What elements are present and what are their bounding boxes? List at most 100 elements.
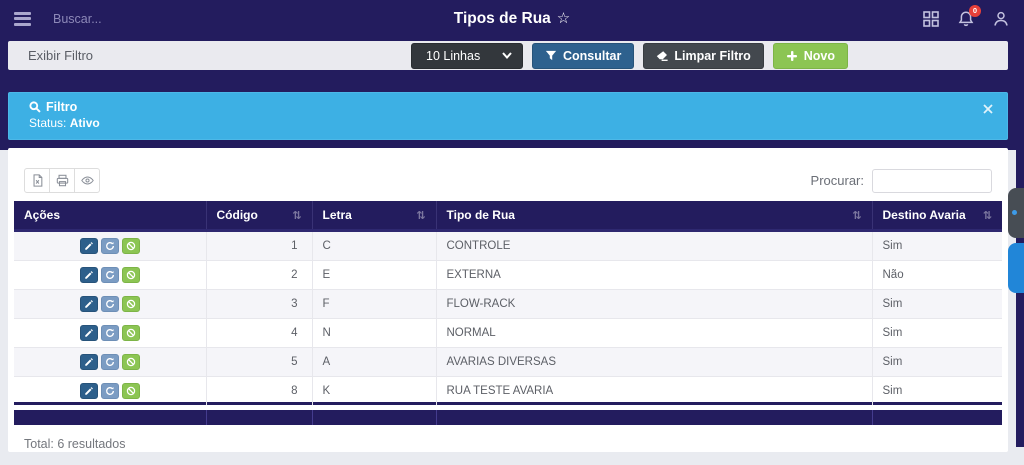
- cell-destino: Sim: [871, 376, 1002, 407]
- cell-tipo: NORMAL: [435, 318, 872, 348]
- sync-button[interactable]: [100, 354, 119, 370]
- rows-per-page-select[interactable]: 10 Linhas: [411, 42, 523, 69]
- street-types-table: Ações Código ⇅ Letra ⇅ Tipo de Rua ⇅ Destin…: [14, 201, 1002, 425]
- disable-button[interactable]: [121, 354, 140, 370]
- pencil-icon: [85, 271, 93, 279]
- pencil-icon: [85, 358, 93, 366]
- edit-button[interactable]: [79, 296, 98, 312]
- user-icon[interactable]: [992, 10, 1010, 28]
- pencil-icon: [85, 329, 93, 337]
- cell-destino: Sim: [871, 347, 1002, 377]
- table-body: 1 C CONTROLE Sim 2 E EXTERNA Não 3 F FLOW-RACK Sim 4…: [14, 230, 1002, 407]
- sync-button[interactable]: [100, 238, 119, 254]
- table-export-group: [24, 168, 100, 193]
- pencil-icon: [85, 300, 93, 308]
- sync-button[interactable]: [100, 383, 119, 399]
- close-icon[interactable]: [983, 101, 993, 114]
- col-header-tipo[interactable]: Tipo de Rua ⇅: [435, 201, 872, 232]
- col-header-codigo[interactable]: Código ⇅: [205, 201, 312, 232]
- sync-button[interactable]: [100, 267, 119, 283]
- cell-letra: K: [311, 376, 436, 407]
- menu-icon[interactable]: [14, 11, 31, 26]
- excel-export-icon: [33, 174, 42, 187]
- favorite-star-icon[interactable]: ☆: [556, 10, 571, 27]
- cell-codigo: 3: [205, 289, 312, 319]
- bell-icon[interactable]: 0: [957, 4, 981, 28]
- table-row: 8 K RUA TESTE AVARIA Sim: [14, 376, 1002, 407]
- column-visibility-button[interactable]: [74, 168, 100, 193]
- col-header-destino[interactable]: Destino Avaria ⇅: [871, 201, 1002, 232]
- disable-button[interactable]: [121, 267, 140, 283]
- disable-button[interactable]: [121, 238, 140, 254]
- consultar-button[interactable]: Consultar: [532, 42, 635, 69]
- filter-toolbar: Exibir Filtro 10 Linhas Consultar Limpar…: [8, 41, 1008, 70]
- pencil-icon: [85, 242, 93, 250]
- top-navbar: Tipos de Rua☆ 0: [0, 0, 1024, 37]
- table-row: 2 E EXTERNA Não: [14, 260, 1002, 290]
- novo-button[interactable]: Novo: [772, 42, 848, 69]
- eye-icon: [80, 176, 94, 185]
- col-header-acoes: Ações: [14, 201, 206, 232]
- pencil-icon: [85, 387, 93, 395]
- cell-codigo: 2: [205, 260, 312, 290]
- sort-icon[interactable]: ⇅: [852, 208, 862, 222]
- ban-icon: [126, 328, 135, 338]
- edit-button[interactable]: [79, 238, 98, 254]
- table-row: 4 N NORMAL Sim: [14, 318, 1002, 348]
- sync-button[interactable]: [100, 296, 119, 312]
- cell-codigo: 5: [205, 347, 312, 377]
- edit-button[interactable]: [79, 383, 98, 399]
- excel-export-button[interactable]: [24, 168, 50, 193]
- sort-icon[interactable]: ⇅: [982, 208, 992, 222]
- edit-button[interactable]: [79, 325, 98, 341]
- edit-button[interactable]: [79, 354, 98, 370]
- disable-button[interactable]: [121, 325, 140, 341]
- chevron-down-icon: [502, 52, 512, 59]
- side-panel-tab-dark[interactable]: [1008, 188, 1024, 238]
- procurar-label: Procurar:: [810, 173, 864, 188]
- print-button[interactable]: [49, 168, 75, 193]
- plus-icon: [786, 50, 797, 61]
- table-row: 3 F FLOW-RACK Sim: [14, 289, 1002, 319]
- cell-tipo: CONTROLE: [435, 230, 872, 261]
- cell-letra: F: [311, 289, 436, 319]
- sort-icon[interactable]: ⇅: [292, 208, 302, 222]
- eraser-icon: [657, 50, 668, 61]
- cell-tipo: AVARIAS DIVERSAS: [435, 347, 872, 377]
- ban-icon: [126, 299, 135, 309]
- sort-icon[interactable]: ⇅: [416, 208, 426, 222]
- side-panel-tab-blue[interactable]: [1008, 243, 1024, 293]
- table-search-input[interactable]: [872, 168, 992, 193]
- cell-destino: Não: [871, 260, 1002, 290]
- sync-icon: [105, 242, 114, 250]
- active-filter-banner: Filtro Status: Ativo: [8, 92, 1008, 140]
- apps-grid-icon[interactable]: [922, 10, 940, 28]
- cell-letra: A: [311, 347, 436, 377]
- table-row: 1 C CONTROLE Sim: [14, 230, 1002, 261]
- table-footer-bar: [14, 409, 1002, 425]
- sync-button[interactable]: [100, 325, 119, 341]
- cell-tipo: RUA TESTE AVARIA: [435, 376, 872, 407]
- edit-button[interactable]: [79, 267, 98, 283]
- sync-icon: [105, 300, 114, 308]
- notification-badge: 0: [969, 4, 981, 17]
- disable-button[interactable]: [121, 383, 140, 399]
- global-search-input[interactable]: [53, 11, 203, 26]
- cell-destino: Sim: [871, 318, 1002, 348]
- disable-button[interactable]: [121, 296, 140, 312]
- cell-tipo: EXTERNA: [435, 260, 872, 290]
- cell-tipo: FLOW-RACK: [435, 289, 872, 319]
- sync-icon: [105, 329, 114, 337]
- limpar-filtro-button[interactable]: Limpar Filtro: [643, 42, 764, 69]
- sync-icon: [105, 271, 114, 279]
- cell-letra: N: [311, 318, 436, 348]
- banner-status: Status: Ativo: [29, 116, 100, 130]
- exibir-filtro-toggle[interactable]: Exibir Filtro: [28, 48, 94, 63]
- printer-icon: [56, 174, 68, 187]
- sync-icon: [105, 387, 114, 395]
- results-card: Procurar: Ações Código ⇅ Letra ⇅ Tipo de R…: [8, 148, 1008, 452]
- cell-letra: E: [311, 260, 436, 290]
- col-header-letra[interactable]: Letra ⇅: [311, 201, 436, 232]
- ban-icon: [126, 357, 135, 367]
- table-row: 5 A AVARIAS DIVERSAS Sim: [14, 347, 1002, 377]
